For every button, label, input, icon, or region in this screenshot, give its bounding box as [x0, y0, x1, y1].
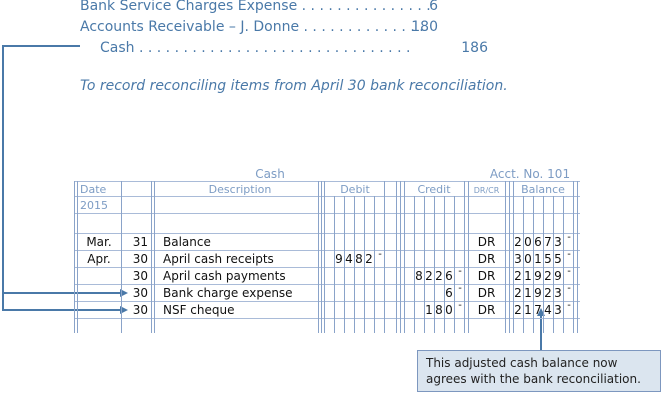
digit: 2	[514, 303, 522, 317]
digit: 2	[435, 269, 443, 283]
journal-memo: To record reconciling items from April 3…	[80, 78, 508, 94]
arrow-head-icon	[120, 289, 128, 297]
cents-dash: -	[567, 283, 571, 294]
cents-dash: -	[567, 266, 571, 277]
journal-line-2: Accounts Receivable – J. Donne . . . . .…	[80, 17, 424, 37]
header-date: Date	[80, 183, 107, 196]
digit: 3	[514, 252, 522, 266]
row-drcr: DR	[477, 303, 496, 317]
digit: 4	[345, 252, 353, 266]
journal-account: Accounts Receivable – J. Donne . . . . .…	[80, 19, 424, 35]
digit: 7	[534, 303, 542, 317]
cents-dash: -	[567, 249, 571, 260]
header-description: Description	[208, 183, 272, 196]
journal-entry: Bank Service Charges Expense . . . . . .…	[0, 0, 668, 80]
digit: 1	[425, 303, 433, 317]
digit: 2	[514, 286, 522, 300]
header-debit: Debit	[340, 183, 370, 196]
digit: 9	[335, 252, 343, 266]
journal-debit-amount: 180	[411, 19, 438, 35]
row-day: 30	[132, 269, 148, 283]
digit: 8	[415, 269, 423, 283]
header-balance: Balance	[521, 183, 565, 196]
balance-note: This adjusted cash balance now agrees wi…	[417, 350, 661, 392]
journal-line-3: Cash . . . . . . . . . . . . . . . . . .…	[100, 38, 410, 58]
digit: 3	[554, 303, 562, 317]
digit: 5	[544, 252, 552, 266]
ledger-year: 2015	[80, 199, 108, 212]
row-drcr: DR	[477, 286, 496, 300]
digit: 6	[534, 235, 542, 249]
digit: 2	[514, 269, 522, 283]
journal-line-1: Bank Service Charges Expense . . . . . .…	[80, 0, 431, 16]
digit: 8	[435, 303, 443, 317]
digit: 2	[514, 235, 522, 249]
digit: 2	[544, 286, 552, 300]
arrow-head-icon	[120, 306, 128, 314]
digit: 1	[524, 303, 532, 317]
digit: 0	[524, 235, 532, 249]
cents-dash: -	[378, 249, 382, 260]
row-month: Mar.	[86, 235, 112, 249]
digit: 0	[445, 303, 453, 317]
ledger-title: Cash	[255, 167, 285, 181]
journal-account: Cash . . . . . . . . . . . . . . . . . .…	[100, 40, 411, 56]
digit: 8	[355, 252, 363, 266]
digit: 9	[554, 269, 562, 283]
row-description: Bank charge expense	[163, 286, 293, 300]
row-drcr: DR	[477, 235, 496, 249]
cents-dash: -	[458, 300, 462, 311]
cents-dash: -	[458, 266, 462, 277]
digit: 3	[554, 286, 562, 300]
digit: 1	[524, 269, 532, 283]
digit: 7	[544, 235, 552, 249]
header-drcr: DR/CR	[473, 186, 500, 195]
cents-dash: -	[567, 232, 571, 243]
journal-credit-amount: 186	[461, 40, 488, 56]
row-day: 30	[132, 303, 148, 317]
digit: 1	[524, 286, 532, 300]
row-day: 30	[132, 286, 148, 300]
row-day: 30	[132, 252, 148, 266]
digit: 6	[445, 269, 453, 283]
journal-account: Bank Service Charges Expense . . . . . .…	[80, 0, 431, 14]
journal-debit-amount: 6	[429, 0, 438, 14]
digit: 6	[445, 286, 453, 300]
account-number: Acct. No. 101	[489, 167, 571, 181]
digit: 4	[544, 303, 552, 317]
digit: 2	[544, 269, 552, 283]
digit: 1	[534, 252, 542, 266]
digit: 0	[524, 252, 532, 266]
row-description: NSF cheque	[163, 303, 235, 317]
row-description: April cash payments	[163, 269, 286, 283]
digit: 2	[425, 269, 433, 283]
digit: 9	[534, 269, 542, 283]
digit: 9	[534, 286, 542, 300]
digit: 3	[554, 235, 562, 249]
row-description: Balance	[163, 235, 211, 249]
digit: 5	[554, 252, 562, 266]
header-credit: Credit	[417, 183, 451, 196]
digit: 2	[365, 252, 373, 266]
cents-dash: -	[458, 283, 462, 294]
row-drcr: DR	[477, 252, 496, 266]
row-month: Apr.	[87, 252, 111, 266]
cents-dash: -	[567, 300, 571, 311]
row-description: April cash receipts	[163, 252, 274, 266]
row-day: 31	[132, 235, 148, 249]
row-drcr: DR	[477, 269, 496, 283]
